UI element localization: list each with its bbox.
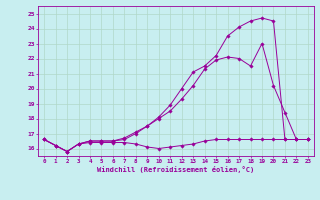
- X-axis label: Windchill (Refroidissement éolien,°C): Windchill (Refroidissement éolien,°C): [97, 166, 255, 173]
